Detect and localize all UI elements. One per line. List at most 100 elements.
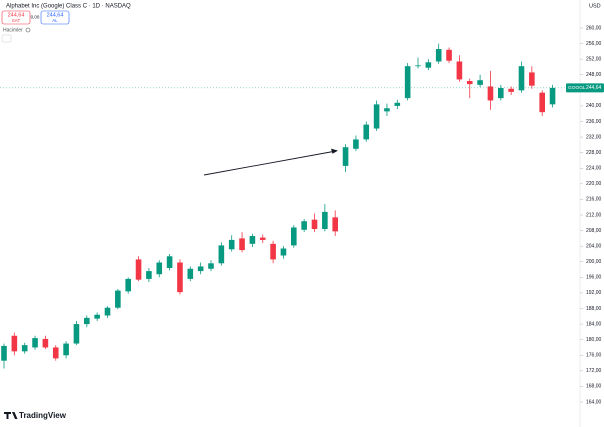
y-tick-label: 208,00 (586, 228, 602, 234)
candle-body (84, 317, 90, 325)
chart-title: Alphabet Inc (Google) Class C · 1D · NAS… (6, 4, 131, 10)
candle-body (487, 86, 494, 101)
currency: USD (589, 3, 601, 9)
candle-body (425, 62, 432, 68)
candle-body (177, 262, 183, 293)
y-tick-label: 172,00 (586, 368, 602, 374)
candle-body (115, 290, 121, 308)
candle-body (63, 343, 69, 356)
y-tick-label: 164,00 (586, 399, 602, 405)
candle-body (32, 338, 38, 348)
candle-body (415, 65, 421, 67)
y-tick-label: 248,00 (586, 72, 602, 78)
candle-body (249, 236, 256, 244)
candle-body (477, 80, 483, 85)
candle-body (435, 49, 442, 62)
y-tick-label: 220,00 (586, 181, 602, 187)
y-tick-label: 252,00 (586, 56, 602, 62)
candle-body (21, 345, 28, 352)
candle-body (228, 239, 235, 250)
y-tick-label: 200,00 (586, 259, 602, 265)
candle-body (208, 263, 214, 269)
candle-body (311, 219, 318, 230)
candle-body (353, 139, 359, 149)
candle-body (322, 211, 328, 230)
candle-body (187, 268, 194, 279)
candle-body (518, 66, 525, 91)
candle-body (259, 237, 266, 240)
y-tick-label: 196,00 (586, 275, 602, 281)
buy-label: AL (52, 18, 58, 23)
candle-body (146, 271, 152, 279)
y-tick-label: 256,00 (586, 41, 602, 47)
candle-body (73, 324, 80, 344)
candle-body (1, 345, 7, 361)
candle-body (384, 108, 390, 112)
y-tick-label: 168,00 (586, 384, 602, 390)
candle-body (373, 104, 380, 129)
y-tick-label: 212,00 (586, 212, 602, 218)
logo: TradingView (4, 411, 67, 420)
candle-body (104, 307, 111, 316)
arrow (203, 148, 338, 176)
candle-body (135, 259, 142, 280)
y-tick-label: 184,00 (586, 321, 602, 327)
candle-body (239, 238, 245, 251)
candle-body (456, 61, 463, 80)
arrow-head (331, 148, 338, 154)
y-tick-label: 192,00 (586, 290, 602, 296)
candle-body (394, 102, 401, 106)
candle-body (270, 243, 276, 260)
candle-body (94, 314, 100, 319)
arrow-line (203, 150, 337, 176)
y-tick-label: 188,00 (586, 306, 602, 312)
y-tick-label: 232,00 (586, 134, 602, 140)
candle-body (52, 347, 59, 359)
candle-body (466, 80, 473, 85)
candle-body (166, 256, 173, 268)
candle-body (42, 338, 49, 348)
candle-body (508, 88, 514, 92)
buy-button[interactable] (40, 10, 70, 25)
candle-body (291, 227, 297, 246)
spread: 0,00 (31, 15, 40, 20)
candle-body (342, 147, 349, 166)
sell-label: SAT (12, 18, 21, 23)
candle-body (332, 217, 338, 232)
volume-label: Hacimler (3, 27, 23, 33)
y-tick-label: 224,00 (586, 166, 602, 172)
eye-icon[interactable] (25, 27, 31, 33)
candle-body (529, 72, 535, 86)
logo-text: TradingView (19, 411, 67, 420)
candle-body (363, 124, 370, 140)
candle-body (125, 278, 131, 292)
logo-icon (4, 412, 18, 419)
candle-body (156, 262, 163, 275)
last-price-label: 244,64 (586, 85, 602, 91)
y-tick-label: 216,00 (586, 197, 602, 203)
candle-body (280, 248, 287, 256)
candle-body (498, 87, 504, 99)
y-tick-label: 204,00 (586, 243, 602, 249)
sell-price: 244,64 (8, 12, 25, 18)
sell-button[interactable] (1, 10, 31, 25)
last-price-tag (566, 83, 604, 93)
y-tick-label: 176,00 (586, 353, 602, 359)
candle-body (11, 335, 18, 352)
candle-body (218, 245, 225, 264)
y-tick-label: 236,00 (586, 119, 602, 125)
y-tick-label: 240,00 (586, 103, 602, 109)
buy-price: 244,64 (47, 12, 64, 18)
candle-body (301, 221, 307, 230)
y-tick-label: 228,00 (586, 150, 602, 156)
y-tick-label: 260,00 (586, 25, 602, 31)
collapse-button[interactable] (1, 34, 12, 43)
candle-body (197, 266, 204, 272)
last-price-symbol: GOOGL (568, 85, 586, 91)
candle-body (404, 66, 411, 99)
y-tick-label: 180,00 (586, 337, 602, 343)
candle-body (539, 92, 545, 113)
